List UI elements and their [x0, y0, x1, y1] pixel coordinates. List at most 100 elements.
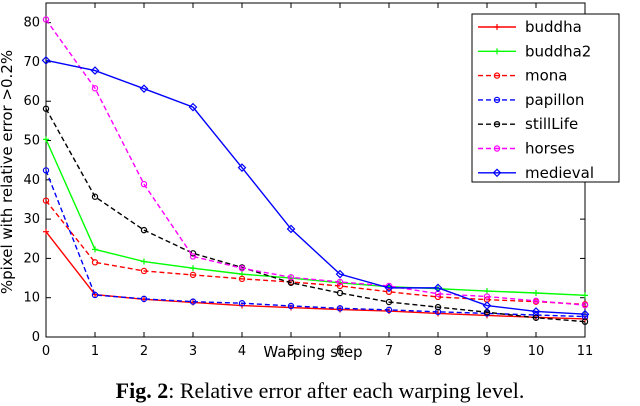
x-tick-label: 7	[385, 344, 393, 359]
diamond-marker	[90, 66, 100, 75]
x-tick-label: 6	[336, 344, 344, 359]
circle-marker	[287, 302, 295, 310]
x-tick-label: 1	[91, 344, 99, 359]
legend-entry: horses	[478, 140, 575, 158]
circle-marker	[91, 193, 99, 200]
circle-marker	[42, 167, 50, 174]
y-tick-label: 10	[23, 291, 40, 306]
figure-caption: Fig. 2: Relative error after each warpin…	[0, 378, 640, 404]
series-mona	[42, 197, 589, 308]
circle-marker	[493, 72, 501, 79]
circle-marker	[189, 253, 197, 260]
x-tick-label: 0	[42, 344, 50, 359]
diamond-marker	[433, 283, 443, 293]
series-papillon	[42, 167, 589, 320]
circle-marker	[581, 318, 589, 325]
circle-marker	[91, 259, 99, 266]
circle-marker	[238, 300, 246, 307]
legend-label: stillLife	[525, 115, 578, 133]
x-tick-label: 11	[577, 344, 594, 359]
x-tick-label: 9	[483, 344, 491, 359]
circle-marker	[42, 197, 50, 204]
y-tick-label: 40	[23, 173, 40, 188]
x-tick-label: 3	[189, 344, 197, 359]
circle-marker	[238, 265, 246, 272]
x-tick-label: 5	[287, 344, 295, 359]
circle-marker	[532, 297, 540, 305]
circle-marker	[336, 305, 344, 312]
circle-marker	[385, 298, 393, 306]
circle-marker	[189, 298, 197, 305]
series-line	[45, 200, 586, 306]
circle-marker	[385, 306, 393, 314]
y-tick-label: 0	[32, 330, 40, 345]
y-tick-label: 30	[23, 212, 40, 227]
circle-marker	[434, 303, 442, 311]
legend-box	[471, 13, 620, 183]
circle-marker	[493, 120, 501, 128]
axes: 0 1 2 3 4 5 6 7 8 9 10 11 0 10 20 30 40 50 60 70 80	[23, 2, 594, 359]
y-tick-label: 80	[23, 16, 40, 31]
legend-label: horses	[525, 140, 575, 158]
circle-marker	[140, 267, 148, 275]
diamond-marker	[492, 168, 502, 178]
legend-label: buddha2	[525, 42, 591, 60]
circle-marker	[493, 96, 501, 104]
circle-marker	[336, 282, 344, 290]
y-tick-label: 60	[23, 94, 40, 109]
series-line	[45, 170, 586, 318]
series-medieval	[41, 56, 590, 319]
diamond-marker	[237, 163, 247, 172]
legend: buddha buddha2 mona papillon stillLife horses…	[471, 13, 620, 183]
legend-label: medieval	[525, 164, 594, 182]
x-tick-label: 4	[238, 344, 246, 359]
caption-text: : Relative error after each warping leve…	[168, 378, 525, 403]
diamond-marker	[580, 309, 590, 319]
legend-entry: papillon	[478, 91, 584, 109]
series-lines	[41, 16, 590, 325]
legend-entry: buddha2	[478, 42, 591, 60]
y-tick-label: 50	[23, 134, 40, 149]
legend-label: mona	[525, 67, 568, 85]
circle-marker	[434, 293, 442, 301]
circle-marker	[91, 85, 99, 92]
circle-marker	[385, 288, 393, 296]
circle-marker	[483, 293, 491, 300]
series-line	[45, 108, 586, 323]
circle-marker	[581, 301, 589, 309]
diamond-marker	[482, 301, 492, 310]
series-line	[45, 231, 586, 320]
legend-entry: mona	[478, 67, 568, 85]
circle-marker	[140, 295, 148, 303]
circle-marker	[140, 180, 148, 188]
legend-entry: buddha	[478, 18, 582, 36]
y-axis-label: %pixel with relative error >0.2%	[0, 50, 16, 294]
legend-label: buddha	[525, 18, 582, 36]
series-line	[45, 139, 586, 297]
series-line	[45, 59, 586, 315]
caption-label: Fig. 2	[115, 378, 169, 403]
circle-marker	[336, 278, 344, 286]
diamond-marker	[531, 307, 541, 316]
y-tick-label: 20	[23, 251, 40, 266]
circle-marker	[238, 275, 246, 283]
diamond-marker	[286, 224, 296, 234]
x-tick-label: 2	[140, 344, 148, 359]
legend-entry: stillLife	[478, 115, 578, 133]
legend-label: papillon	[525, 91, 584, 109]
circle-marker	[493, 145, 501, 152]
diamond-marker	[384, 283, 394, 293]
x-tick-label: 10	[528, 344, 545, 359]
series-line	[45, 19, 586, 306]
legend-entry: medieval	[478, 164, 594, 182]
circle-marker	[336, 289, 344, 297]
y-tick-label: 70	[23, 55, 40, 70]
circle-marker	[42, 16, 50, 23]
diamond-marker	[335, 269, 345, 279]
x-axis-label: Warping step	[263, 343, 362, 361]
diamond-marker	[139, 84, 149, 94]
circle-marker	[42, 105, 50, 112]
circle-marker	[140, 226, 148, 234]
x-tick-label: 8	[434, 344, 442, 359]
